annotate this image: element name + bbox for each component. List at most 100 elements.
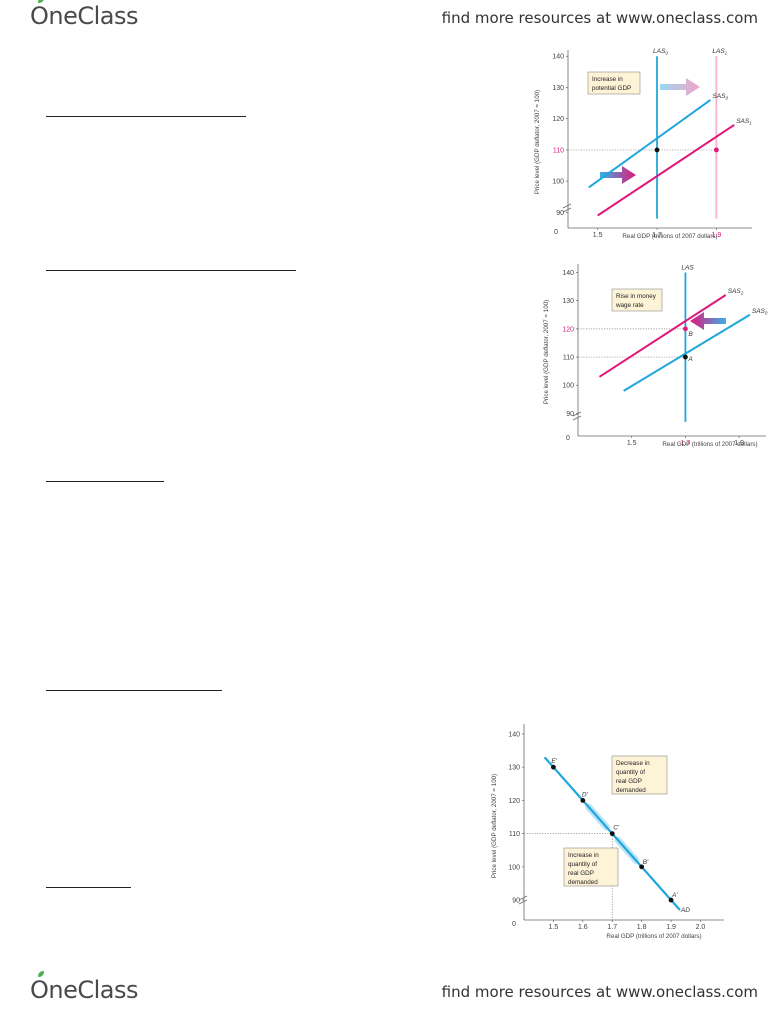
point-label: A'	[671, 892, 678, 899]
oneclass-logo[interactable]: OneClass	[30, 0, 139, 30]
page-header: OneClass find more resources at www.onec…	[0, 0, 784, 40]
y-tick-label: 100	[552, 179, 564, 186]
point-label: D'	[582, 791, 589, 798]
series-label-sas0: SAS0	[752, 308, 768, 316]
series-label-las: LAS	[681, 264, 694, 271]
axis-break	[518, 895, 528, 905]
heading-rule-5	[46, 887, 131, 888]
y-axis-label: Price level (GDP deflator, 2007 = 100)	[534, 90, 541, 194]
annotation-decrease-2: quantity of	[616, 769, 645, 776]
data-point	[609, 831, 615, 837]
point-label: A	[687, 356, 692, 363]
x-axis-label: Real GDP (trillions of 2007 dollars)	[622, 233, 717, 240]
x-tick-label: 1.9	[734, 440, 744, 447]
point-label: C'	[613, 825, 620, 832]
axis-break	[562, 203, 572, 213]
data-point	[654, 147, 660, 153]
y-tick-label: 140	[562, 270, 574, 277]
axis-break	[572, 411, 582, 421]
series-line-sas0	[588, 99, 712, 189]
series-label-sas2: SAS2	[728, 288, 744, 296]
y-axis-label: Price level (GDP deflator, 2007 = 100)	[491, 774, 498, 878]
x-tick-label: 1.9	[712, 232, 722, 239]
y-tick-label: 100	[562, 383, 574, 390]
series-label-sas1: SAS1	[736, 118, 752, 126]
y-tick-label: 130	[562, 298, 574, 305]
data-point	[639, 864, 645, 870]
y-tick-label: 90	[566, 411, 574, 418]
annotation-box-decrease	[611, 755, 668, 795]
annotation-line-2: wage rate	[615, 302, 644, 309]
chart-money-wage: 90 100 110 120 130 140 1.5 1.7 1.9 0 Real GDP (…	[543, 264, 768, 448]
chart-potential-gdp: 90 100 110 120 130 140 1.5 1.7 1.9 0 Real GDP (…	[534, 48, 752, 240]
y-axis-label: Price level (GDP deflator, 2007 = 100)	[543, 300, 550, 404]
point-label: B	[688, 331, 693, 338]
annotation-line-1: Rise in money	[616, 293, 657, 300]
x-tick-label: 1.7	[607, 924, 617, 931]
logo-text: OneClass	[30, 2, 139, 30]
y-tick-label: 140	[552, 54, 564, 61]
x-tick-label: 1.6	[578, 924, 588, 931]
x-tick-label: 1.7	[681, 440, 691, 447]
annotation-box-increase	[563, 847, 619, 887]
series-label-las0: LAS0	[653, 48, 668, 56]
heading-rule-3	[46, 481, 164, 482]
y-tick-label: 120	[508, 798, 520, 805]
annotation-increase-2: quantity of	[568, 861, 597, 868]
heading-rule-4	[46, 690, 222, 691]
leaf-icon	[38, 0, 44, 3]
page-footer: OneClass find more resources at www.onec…	[0, 971, 784, 1014]
annotation-box	[611, 288, 663, 312]
resources-link[interactable]: find more resources at www.oneclass.com	[441, 9, 758, 27]
data-point	[551, 764, 556, 770]
series-line-sas1	[597, 124, 735, 217]
data-point	[683, 326, 688, 332]
oneclass-logo[interactable]: OneClass	[30, 971, 139, 1004]
y-tick-label: 130	[508, 765, 520, 772]
series-label-ad: AD	[680, 907, 690, 914]
data-point	[713, 147, 719, 153]
series-label-sas0: SAS0	[712, 93, 728, 101]
annotation-decrease-3: real GDP	[616, 778, 642, 785]
y-tick-label: 90	[512, 898, 520, 905]
annotation-box	[587, 71, 641, 95]
leaf-icon	[38, 971, 44, 977]
y-tick-label: 110	[509, 831, 520, 838]
y-tick-label: 120	[552, 116, 564, 123]
y-tick-label: 90	[556, 210, 564, 217]
series-label-las1: LAS1	[712, 48, 727, 56]
y-tick-label: 120	[562, 326, 574, 333]
y-tick-label: 100	[508, 864, 520, 871]
x-tick-label: 1.7	[652, 232, 662, 239]
origin-label: 0	[554, 229, 558, 236]
y-tick-label: 140	[508, 731, 520, 738]
annotation-increase-3: real GDP	[568, 870, 594, 877]
shift-arrow-sas	[600, 166, 636, 184]
heading-rule-1	[46, 116, 246, 117]
data-point	[683, 354, 688, 360]
y-tick-label: 110	[563, 355, 574, 362]
series-line-sas2	[598, 294, 727, 378]
origin-label: 0	[512, 921, 516, 928]
series-line-sas0	[623, 313, 751, 392]
x-tick-label: 1.5	[549, 924, 559, 931]
origin-label: 0	[566, 435, 570, 442]
x-tick-label: 1.9	[666, 924, 676, 931]
x-tick-label: 1.5	[627, 440, 637, 447]
x-axis-label: Real GDP (trillions of 2007 dollars)	[606, 933, 701, 940]
resources-link[interactable]: find more resources at www.oneclass.com	[441, 983, 758, 1001]
annotation-line-2: potential GDP	[592, 85, 631, 92]
y-tick-label: 130	[552, 85, 564, 92]
y-tick-label: 110	[553, 147, 564, 154]
point-label: B'	[643, 859, 649, 866]
x-tick-label: 2.0	[696, 924, 706, 931]
data-point	[580, 798, 586, 803]
annotation-increase-4: demanded	[568, 879, 598, 886]
heading-rule-2	[46, 270, 296, 271]
logo-text: OneClass	[30, 976, 139, 1004]
point-label: E'	[551, 758, 557, 765]
data-point	[668, 897, 674, 903]
annotation-decrease-1: Decrease in	[616, 760, 650, 767]
x-tick-label: 1.8	[637, 924, 647, 931]
annotation-decrease-4: demanded	[616, 787, 646, 794]
